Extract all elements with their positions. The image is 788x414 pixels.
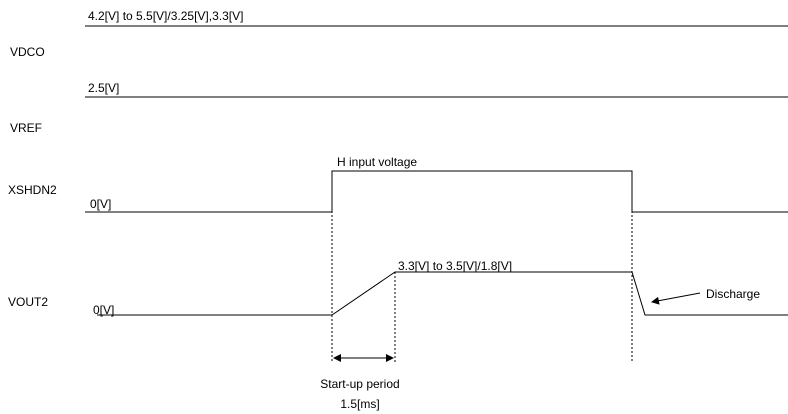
vout2-high: 3.3[V] to 3.5[V]/1.8[V]	[398, 259, 512, 273]
xshdn2-low: 0[V]	[90, 197, 111, 211]
xshdn2-waveform	[85, 170, 788, 213]
vout2-label: VOUT2	[8, 295, 48, 309]
discharge-note: Discharge	[706, 287, 760, 301]
vref-level: 2.5[V]	[88, 81, 119, 95]
xshdn2-label: XSHDN2	[8, 183, 57, 197]
xshdn2-high: H input voltage	[337, 155, 417, 169]
vdco-label: VDCO	[10, 45, 45, 59]
discharge-arrow	[651, 292, 701, 305]
startup-label: Start-up period	[320, 377, 399, 391]
vdco-level: 4.2[V] to 5.5[V]/3.25[V],3.3[V]	[88, 9, 243, 23]
vout2-low: 0[V]	[93, 303, 114, 317]
vout2-waveform	[97, 271, 788, 316]
vref-label: VREF	[10, 121, 42, 135]
startup-duration: 1.5[ms]	[340, 397, 379, 411]
